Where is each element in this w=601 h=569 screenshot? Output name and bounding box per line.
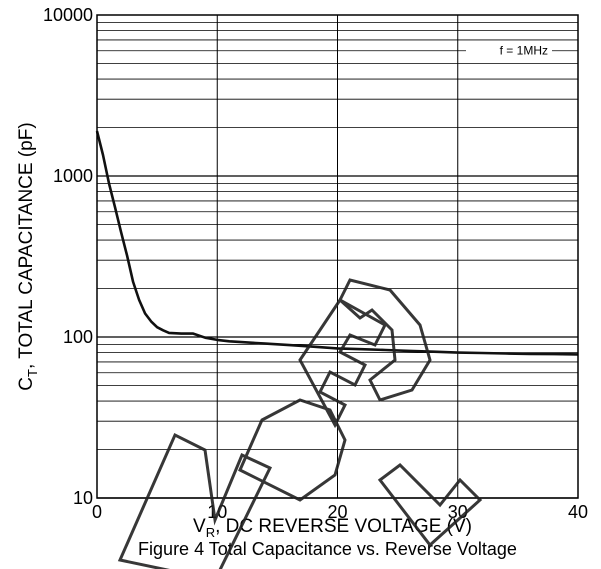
plot-frame	[96, 14, 579, 499]
y-tick-label: 1000	[53, 166, 93, 186]
y-tick-label: 10	[73, 488, 93, 508]
x-axis-label: VR, DC REVERSE VOLTAGE (V)	[193, 516, 472, 540]
watermark-letter-1	[117, 432, 273, 569]
y-axis-label-subscript: T	[25, 369, 40, 377]
x-tick-label: 20	[327, 502, 347, 522]
x-axis-label-main: V	[193, 516, 206, 537]
x-tick-label: 40	[568, 502, 588, 522]
watermark-letter-2	[238, 398, 347, 502]
x-axis-label-rest: , DC REVERSE VOLTAGE (V)	[215, 516, 472, 537]
watermark-letter-3	[298, 298, 387, 429]
watermark-letter-4	[338, 278, 432, 402]
y-axis-label-rest: , TOTAL CAPACITANCE (pF)	[16, 122, 37, 369]
series-layer	[95, 130, 579, 356]
y-axis-label-main: C	[16, 377, 37, 391]
x-axis-label-subscript: R	[206, 525, 215, 540]
annotation-background	[466, 42, 552, 59]
watermark-letter-5	[377, 463, 483, 548]
x-tick-label: 0	[92, 502, 102, 522]
capacitance-curve	[95, 130, 579, 356]
y-tick-label: 10000	[43, 5, 93, 25]
y-tick-label: 100	[63, 327, 93, 347]
watermark	[117, 278, 483, 569]
figure-caption: Figure 4 Total Capacitance vs. Reverse V…	[138, 539, 517, 559]
frequency-annotation: f = 1MHz	[500, 44, 548, 58]
y-axis-label: CT, TOTAL CAPACITANCE (pF)	[16, 122, 40, 390]
